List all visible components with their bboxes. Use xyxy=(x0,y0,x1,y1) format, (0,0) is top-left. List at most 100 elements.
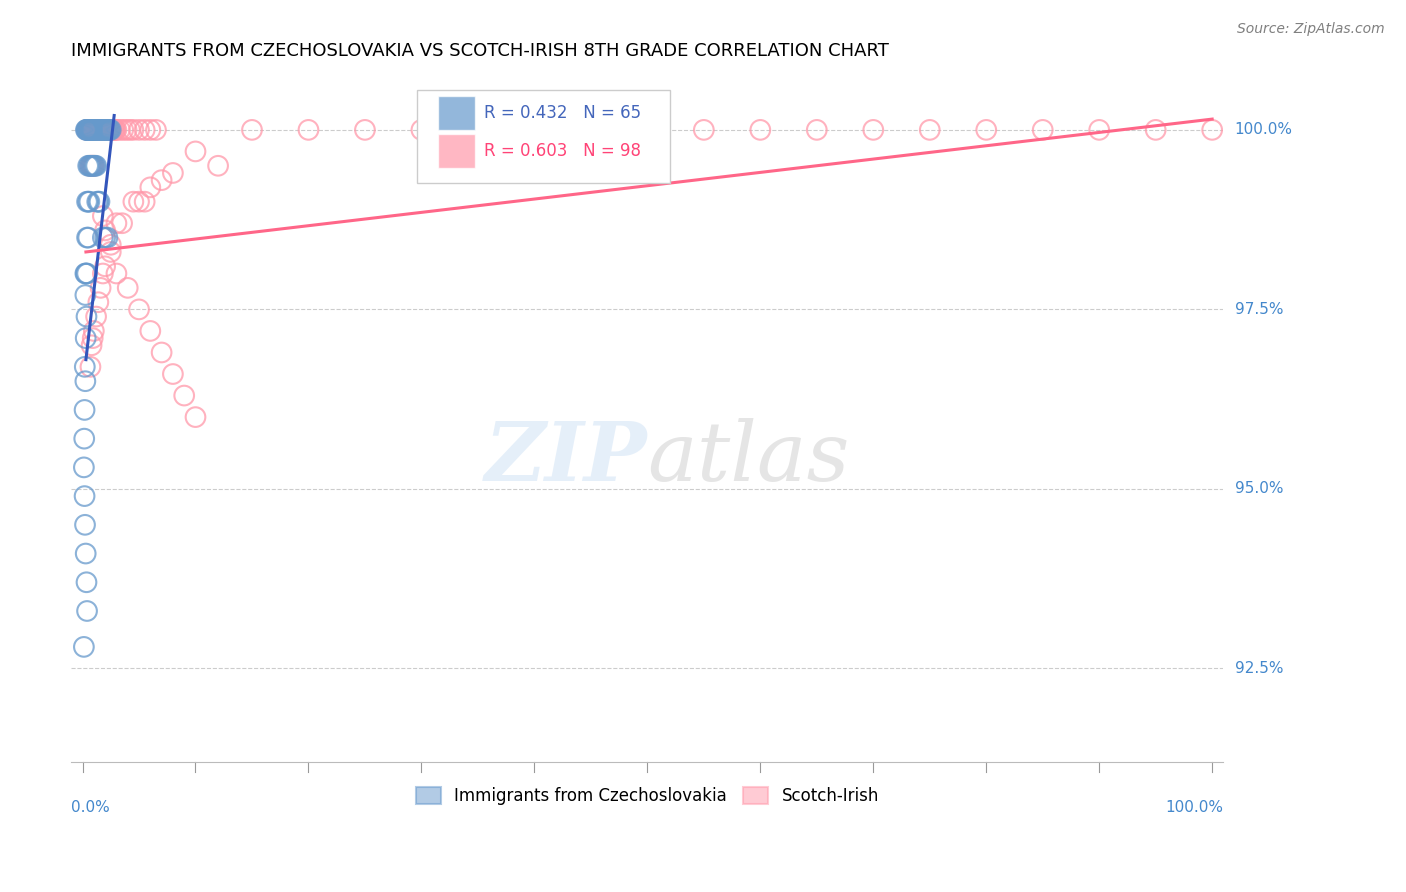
Point xyxy=(87,295,110,310)
Point xyxy=(93,123,115,137)
Point xyxy=(79,159,101,173)
Point xyxy=(150,345,173,359)
Point xyxy=(90,123,112,137)
Text: 0.0%: 0.0% xyxy=(72,800,110,814)
Text: R = 0.432   N = 65: R = 0.432 N = 65 xyxy=(484,104,641,122)
Point xyxy=(76,230,98,244)
Point xyxy=(96,123,118,137)
Point xyxy=(94,230,117,244)
Point xyxy=(974,123,997,137)
Point xyxy=(90,123,112,137)
Point xyxy=(100,237,122,252)
Text: IMMIGRANTS FROM CZECHOSLOVAKIA VS SCOTCH-IRISH 8TH GRADE CORRELATION CHART: IMMIGRANTS FROM CZECHOSLOVAKIA VS SCOTCH… xyxy=(72,42,889,60)
Point xyxy=(636,123,658,137)
Point xyxy=(79,123,101,137)
Point xyxy=(79,123,101,137)
Text: atlas: atlas xyxy=(647,418,849,499)
Point xyxy=(80,123,103,137)
Point xyxy=(128,194,150,209)
Point xyxy=(73,460,96,475)
Point xyxy=(90,281,112,295)
Point xyxy=(84,123,107,137)
Point xyxy=(91,267,114,281)
Point xyxy=(98,123,121,137)
Point xyxy=(162,367,184,381)
Point xyxy=(77,159,100,173)
Point xyxy=(91,230,114,244)
Point xyxy=(73,517,96,532)
Point xyxy=(111,216,134,230)
Text: 100.0%: 100.0% xyxy=(1166,800,1223,814)
Point xyxy=(749,123,772,137)
Point xyxy=(75,267,97,281)
Point xyxy=(1032,123,1054,137)
Point xyxy=(122,194,145,209)
Point xyxy=(98,123,121,137)
Point xyxy=(79,123,101,137)
Point xyxy=(76,123,98,137)
Point xyxy=(87,123,110,137)
Text: Source: ZipAtlas.com: Source: ZipAtlas.com xyxy=(1237,22,1385,37)
Point xyxy=(80,338,103,352)
Point xyxy=(1201,123,1223,137)
FancyBboxPatch shape xyxy=(418,90,671,183)
Point xyxy=(80,159,103,173)
Point xyxy=(97,123,120,137)
FancyBboxPatch shape xyxy=(437,134,474,168)
Text: R = 0.603   N = 98: R = 0.603 N = 98 xyxy=(484,142,641,161)
Point xyxy=(73,432,96,446)
Point xyxy=(76,123,98,137)
Point xyxy=(84,159,107,173)
Point xyxy=(100,123,122,137)
Point xyxy=(82,331,104,345)
Point xyxy=(117,281,139,295)
Point xyxy=(90,123,112,137)
Point xyxy=(79,159,101,173)
Text: 95.0%: 95.0% xyxy=(1234,482,1284,497)
Point xyxy=(94,260,117,274)
Point xyxy=(134,123,156,137)
Point xyxy=(97,123,120,137)
Point xyxy=(79,123,101,137)
Point xyxy=(82,123,104,137)
Point xyxy=(77,230,100,244)
Point xyxy=(76,575,98,590)
Point xyxy=(105,267,128,281)
Point xyxy=(84,123,107,137)
Point xyxy=(100,244,122,259)
Point xyxy=(84,123,107,137)
Point xyxy=(76,604,98,618)
Point xyxy=(84,310,107,324)
Point xyxy=(84,159,107,173)
Point xyxy=(75,267,97,281)
Point xyxy=(108,123,131,137)
Point xyxy=(76,267,98,281)
Point xyxy=(467,123,489,137)
Text: ZIP: ZIP xyxy=(485,418,647,499)
Point xyxy=(96,123,118,137)
Text: 92.5%: 92.5% xyxy=(1234,661,1284,676)
Point xyxy=(579,123,602,137)
Point xyxy=(184,410,207,425)
Point xyxy=(75,288,97,302)
Text: 97.5%: 97.5% xyxy=(1234,301,1284,317)
Point xyxy=(75,374,97,388)
Point xyxy=(128,123,150,137)
Point xyxy=(86,123,108,137)
Point xyxy=(101,123,124,137)
Point xyxy=(82,159,104,173)
Point xyxy=(82,123,104,137)
Point xyxy=(139,180,162,194)
Point xyxy=(75,547,97,561)
Point xyxy=(118,123,141,137)
Point xyxy=(150,173,173,187)
Point xyxy=(83,324,105,338)
Point xyxy=(104,123,127,137)
Point xyxy=(79,123,101,137)
Point xyxy=(73,403,96,417)
Point xyxy=(73,640,96,654)
Point xyxy=(112,123,135,137)
Point xyxy=(139,324,162,338)
FancyBboxPatch shape xyxy=(437,95,474,129)
Point xyxy=(122,123,145,137)
